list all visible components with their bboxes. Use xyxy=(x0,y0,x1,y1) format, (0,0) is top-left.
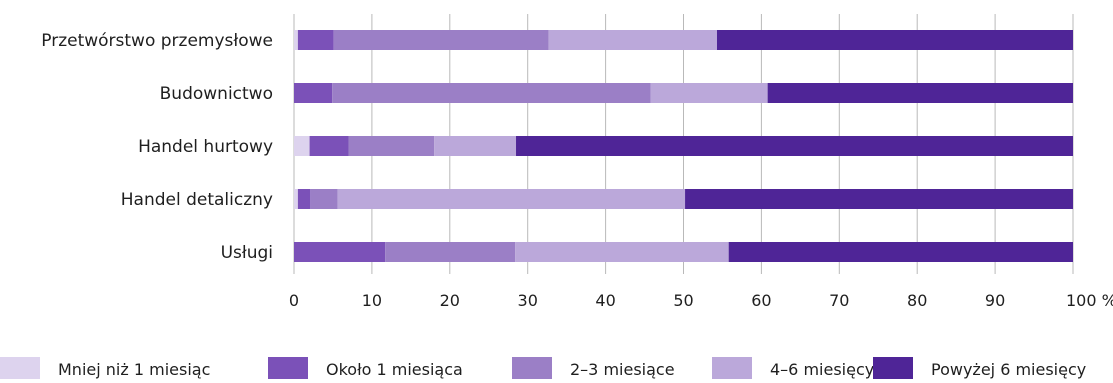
legend-swatch xyxy=(712,357,752,379)
x-tick-label: 100 % xyxy=(1066,291,1113,310)
legend-swatch xyxy=(268,357,308,379)
bar-segment xyxy=(385,242,516,262)
bar-segment xyxy=(294,242,386,262)
bar-segment xyxy=(767,83,1073,103)
x-tick-label: 70 xyxy=(829,291,849,310)
bar-segment xyxy=(337,189,686,209)
category-label: Budownictwo xyxy=(160,84,273,104)
category-label: Handel detaliczny xyxy=(121,190,273,210)
bar-segment xyxy=(650,83,768,103)
bars xyxy=(294,30,1073,262)
bar-segment xyxy=(515,242,729,262)
legend-label: Około 1 miesiąca xyxy=(326,360,463,379)
bar-segment xyxy=(294,30,298,50)
x-axis-tick-labels: 0 10 20 30 40 50 60 70 80 90 100 % xyxy=(289,291,1113,310)
legend-swatch xyxy=(0,357,40,379)
category-label: Usługi xyxy=(221,243,273,263)
x-tick-label: 30 xyxy=(518,291,538,310)
bar-segment xyxy=(685,189,1073,209)
x-tick-label: 0 xyxy=(289,291,299,310)
x-tick-label: 60 xyxy=(751,291,771,310)
bar-segment xyxy=(297,30,334,50)
category-label: Przetwórstwo przemysłowe xyxy=(41,31,273,51)
bar-segment xyxy=(294,136,310,156)
bar-segment xyxy=(548,30,717,50)
bar-segment xyxy=(332,83,651,103)
bar-segment xyxy=(310,189,338,209)
legend-label: Powyżej 6 miesięcy xyxy=(931,360,1086,379)
bar-segment xyxy=(516,136,1073,156)
legend-swatch xyxy=(873,357,913,379)
x-tick-label: 80 xyxy=(907,291,927,310)
x-tick-label: 90 xyxy=(985,291,1005,310)
legend-label: 2–3 miesiące xyxy=(570,360,675,379)
bar-segment xyxy=(309,136,349,156)
bar-segment xyxy=(728,242,1073,262)
bar-segment xyxy=(716,30,1073,50)
bar-segment xyxy=(434,136,517,156)
bar-segment xyxy=(294,189,298,209)
legend-swatch xyxy=(512,357,552,379)
x-tick-label: 40 xyxy=(595,291,615,310)
bar-segment xyxy=(333,30,549,50)
x-tick-label: 10 xyxy=(362,291,382,310)
category-label: Handel hurtowy xyxy=(138,137,273,157)
bar-segment xyxy=(297,189,311,209)
legend-label: 4–6 miesięcy xyxy=(770,360,874,379)
bar-segment xyxy=(294,83,333,103)
x-tick-label: 50 xyxy=(673,291,693,310)
bar-segment xyxy=(348,136,435,156)
legend-label: Mniej niż 1 miesiąc xyxy=(58,360,210,379)
legend: Mniej niż 1 miesiąc Około 1 miesiąca 2–3 m… xyxy=(0,357,1086,379)
category-labels: Przetwórstwo przemysłowe Budownictwo Hande… xyxy=(41,31,273,263)
x-tick-label: 20 xyxy=(440,291,460,310)
